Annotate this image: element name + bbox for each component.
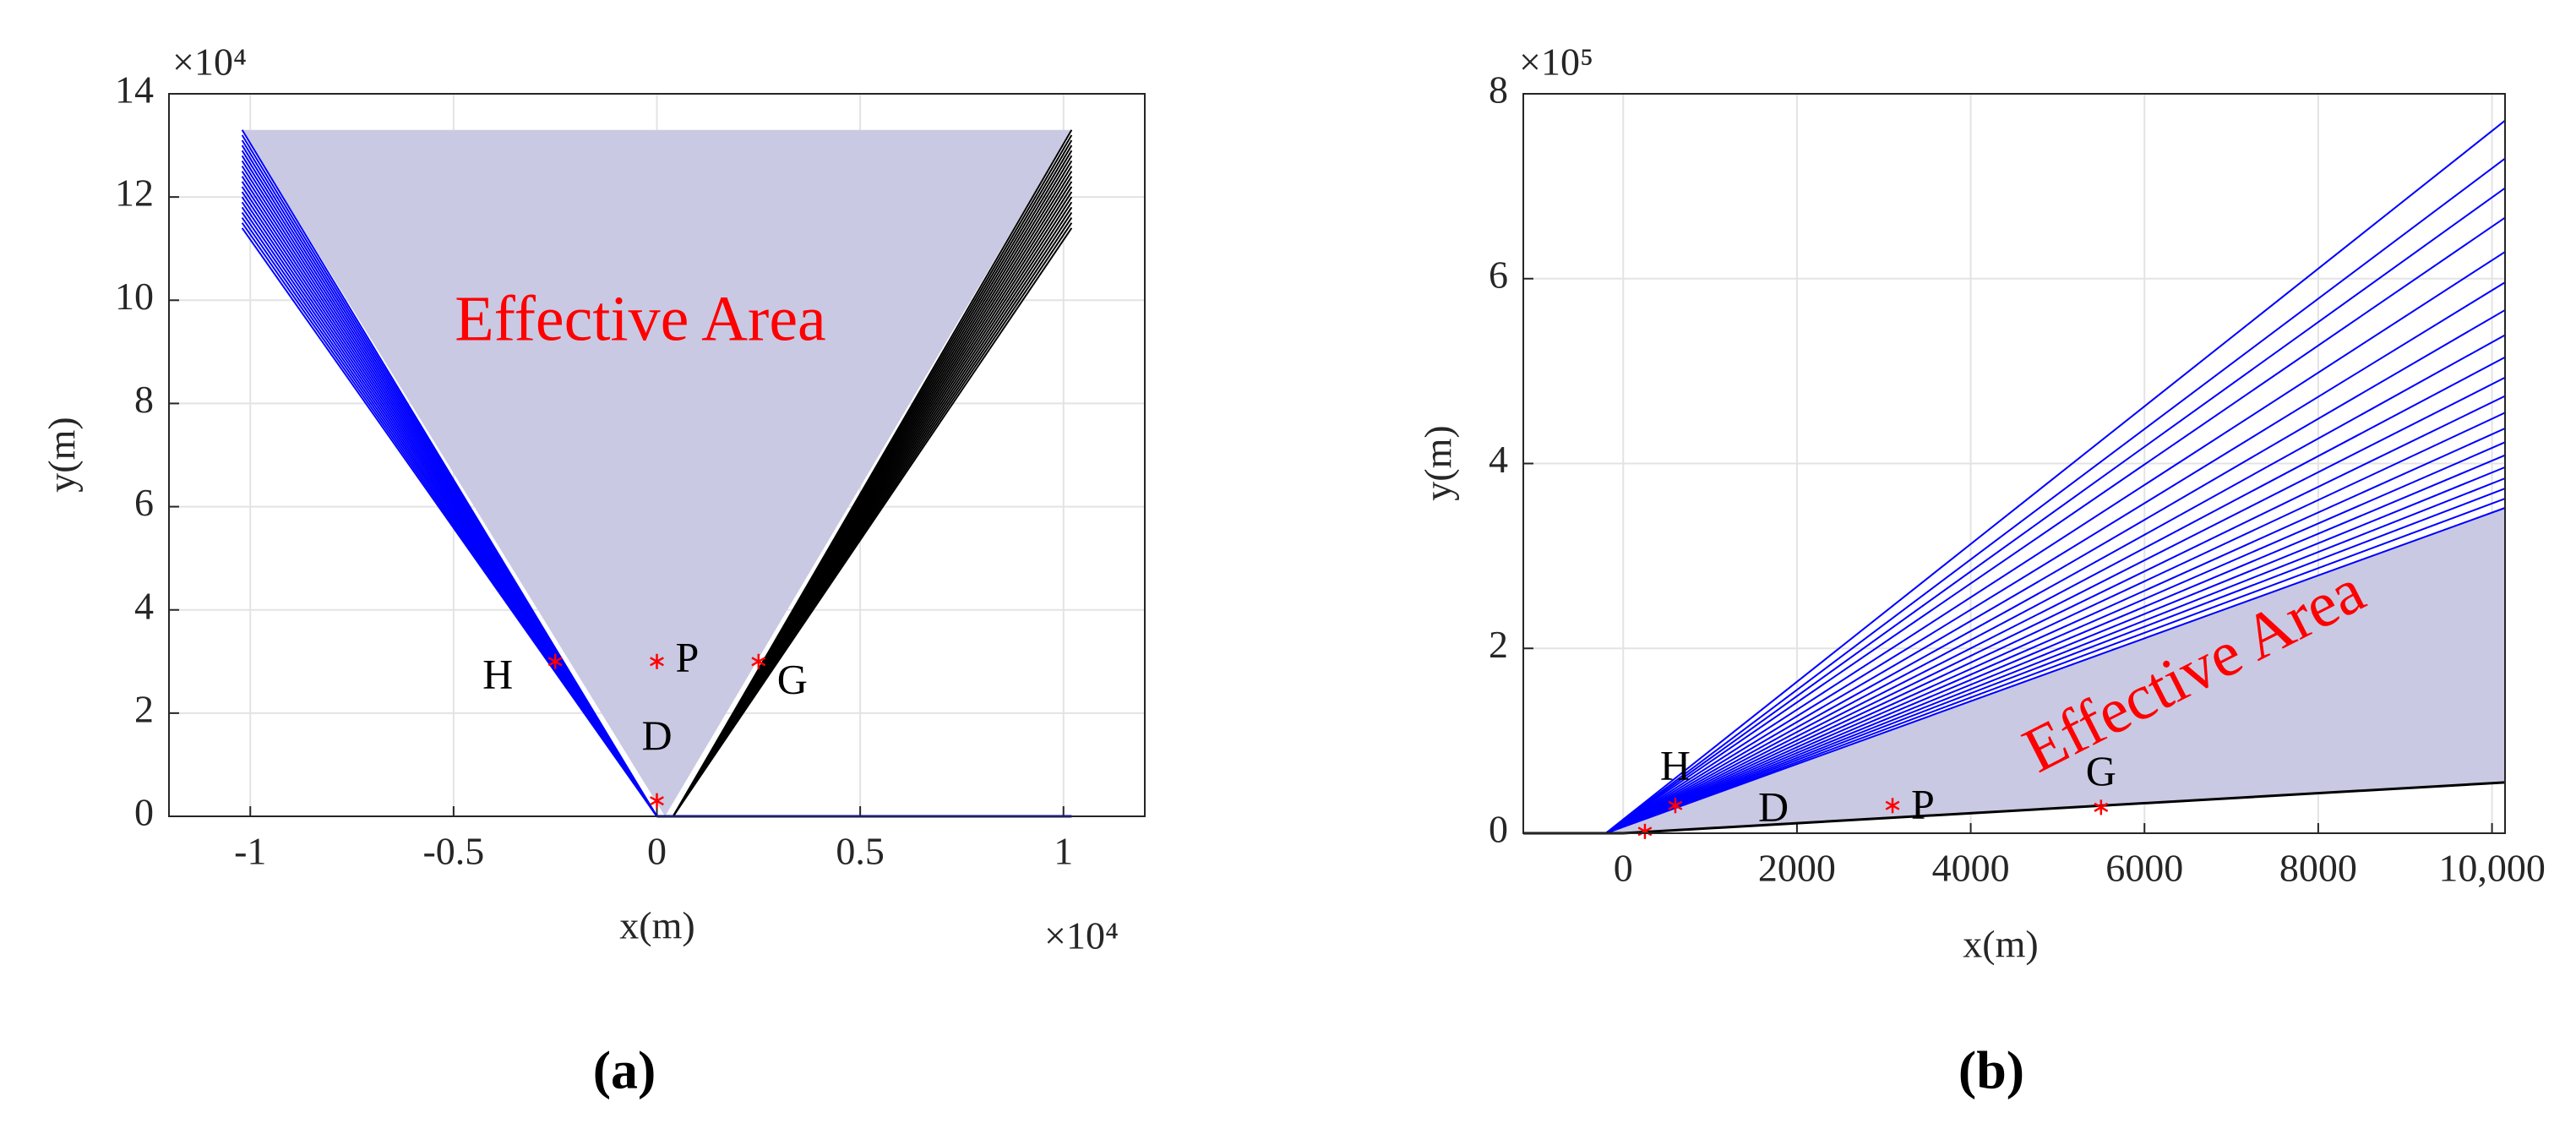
area-label: Effective Area: [455, 283, 826, 354]
point-label: H: [482, 650, 513, 697]
point-marker: [547, 653, 563, 669]
point-marker: [1668, 798, 1683, 814]
fan-line: [1605, 216, 2506, 834]
fan-line: [1605, 507, 2506, 834]
axes-frame: [168, 93, 1146, 817]
y-tick-label: 14: [115, 68, 154, 112]
fan-line: [1605, 488, 2506, 834]
x-tick-label: 8000: [2279, 847, 2357, 890]
point-label: P: [676, 633, 700, 680]
y-tick-label: 2: [134, 687, 154, 730]
caption: (a): [593, 1040, 656, 1100]
fan-line: [1605, 309, 2506, 834]
fan-line: [1605, 356, 2506, 834]
y-tick-label: 12: [115, 172, 154, 215]
y-tick-label: 4: [134, 584, 154, 627]
y-tick-label: 4: [1489, 438, 1508, 481]
fan-line: [672, 129, 1073, 817]
point-marker: [751, 653, 766, 669]
point-label: H: [1660, 742, 1691, 789]
fan-line: [1605, 334, 2506, 834]
fan-line: [1605, 441, 2506, 834]
axes-frame: [1522, 93, 2506, 834]
fan-line: [1605, 477, 2506, 834]
y-tick-label: 10: [115, 275, 154, 318]
point-label: G: [2086, 747, 2116, 794]
x-tick-label: 0.5: [836, 830, 885, 873]
fan-line: [1605, 395, 2506, 834]
y-multiplier: ×10⁴: [172, 41, 247, 84]
x-tick-label: 0: [1614, 847, 1633, 890]
point-marker: [650, 793, 664, 809]
x-tick-label: 10,000: [2438, 847, 2546, 890]
x-tick-label: -1: [234, 830, 266, 873]
point-label: P: [1911, 781, 1935, 828]
fan-line: [1605, 119, 2506, 834]
y-tick-label: 6: [134, 481, 154, 524]
fan-line: [1605, 187, 2506, 834]
y-tick-label: 2: [1489, 623, 1508, 666]
x-axis-label: x(m): [619, 904, 694, 947]
point-marker: [1885, 798, 1900, 814]
x-tick-label: 2000: [1758, 847, 1836, 890]
x-tick-label: 6000: [2105, 847, 2183, 890]
point-label: D: [641, 712, 672, 759]
y-tick-label: 6: [1489, 253, 1508, 296]
x-tick-label: 1: [1054, 830, 1073, 873]
fan-line: [1605, 376, 2506, 834]
fan-line: [1605, 412, 2506, 834]
effective-area: [242, 129, 1072, 816]
y-tick-label: 8: [1489, 68, 1508, 112]
fan-line: [1605, 466, 2506, 834]
fan-line: [241, 129, 658, 817]
x-axis-label: x(m): [1963, 923, 2038, 966]
y-axis-label: y(m): [1417, 425, 1460, 500]
point-label: G: [777, 655, 808, 702]
point-label: D: [1758, 783, 1789, 830]
x-tick-label: -0.5: [422, 830, 484, 873]
point-marker: [2094, 799, 2109, 815]
x-tick-label: 4000: [1932, 847, 2010, 890]
fan-line: [1605, 157, 2506, 834]
y-tick-label: 0: [1489, 808, 1508, 851]
fan-line: [1605, 454, 2506, 834]
caption: (b): [1958, 1040, 2024, 1100]
x-multiplier: ×10⁴: [1044, 914, 1119, 957]
x-tick-label: 0: [647, 830, 667, 873]
y-axis-label: y(m): [41, 417, 84, 492]
fan-line: [1605, 251, 2506, 834]
fan-line: [1605, 281, 2506, 834]
y-tick-label: 8: [134, 378, 154, 421]
y-multiplier: ×10⁵: [1519, 41, 1593, 84]
y-tick-label: 0: [134, 791, 154, 834]
point-marker: [650, 653, 664, 669]
fan-line: [1605, 428, 2506, 834]
fan-line: [1605, 498, 2506, 834]
